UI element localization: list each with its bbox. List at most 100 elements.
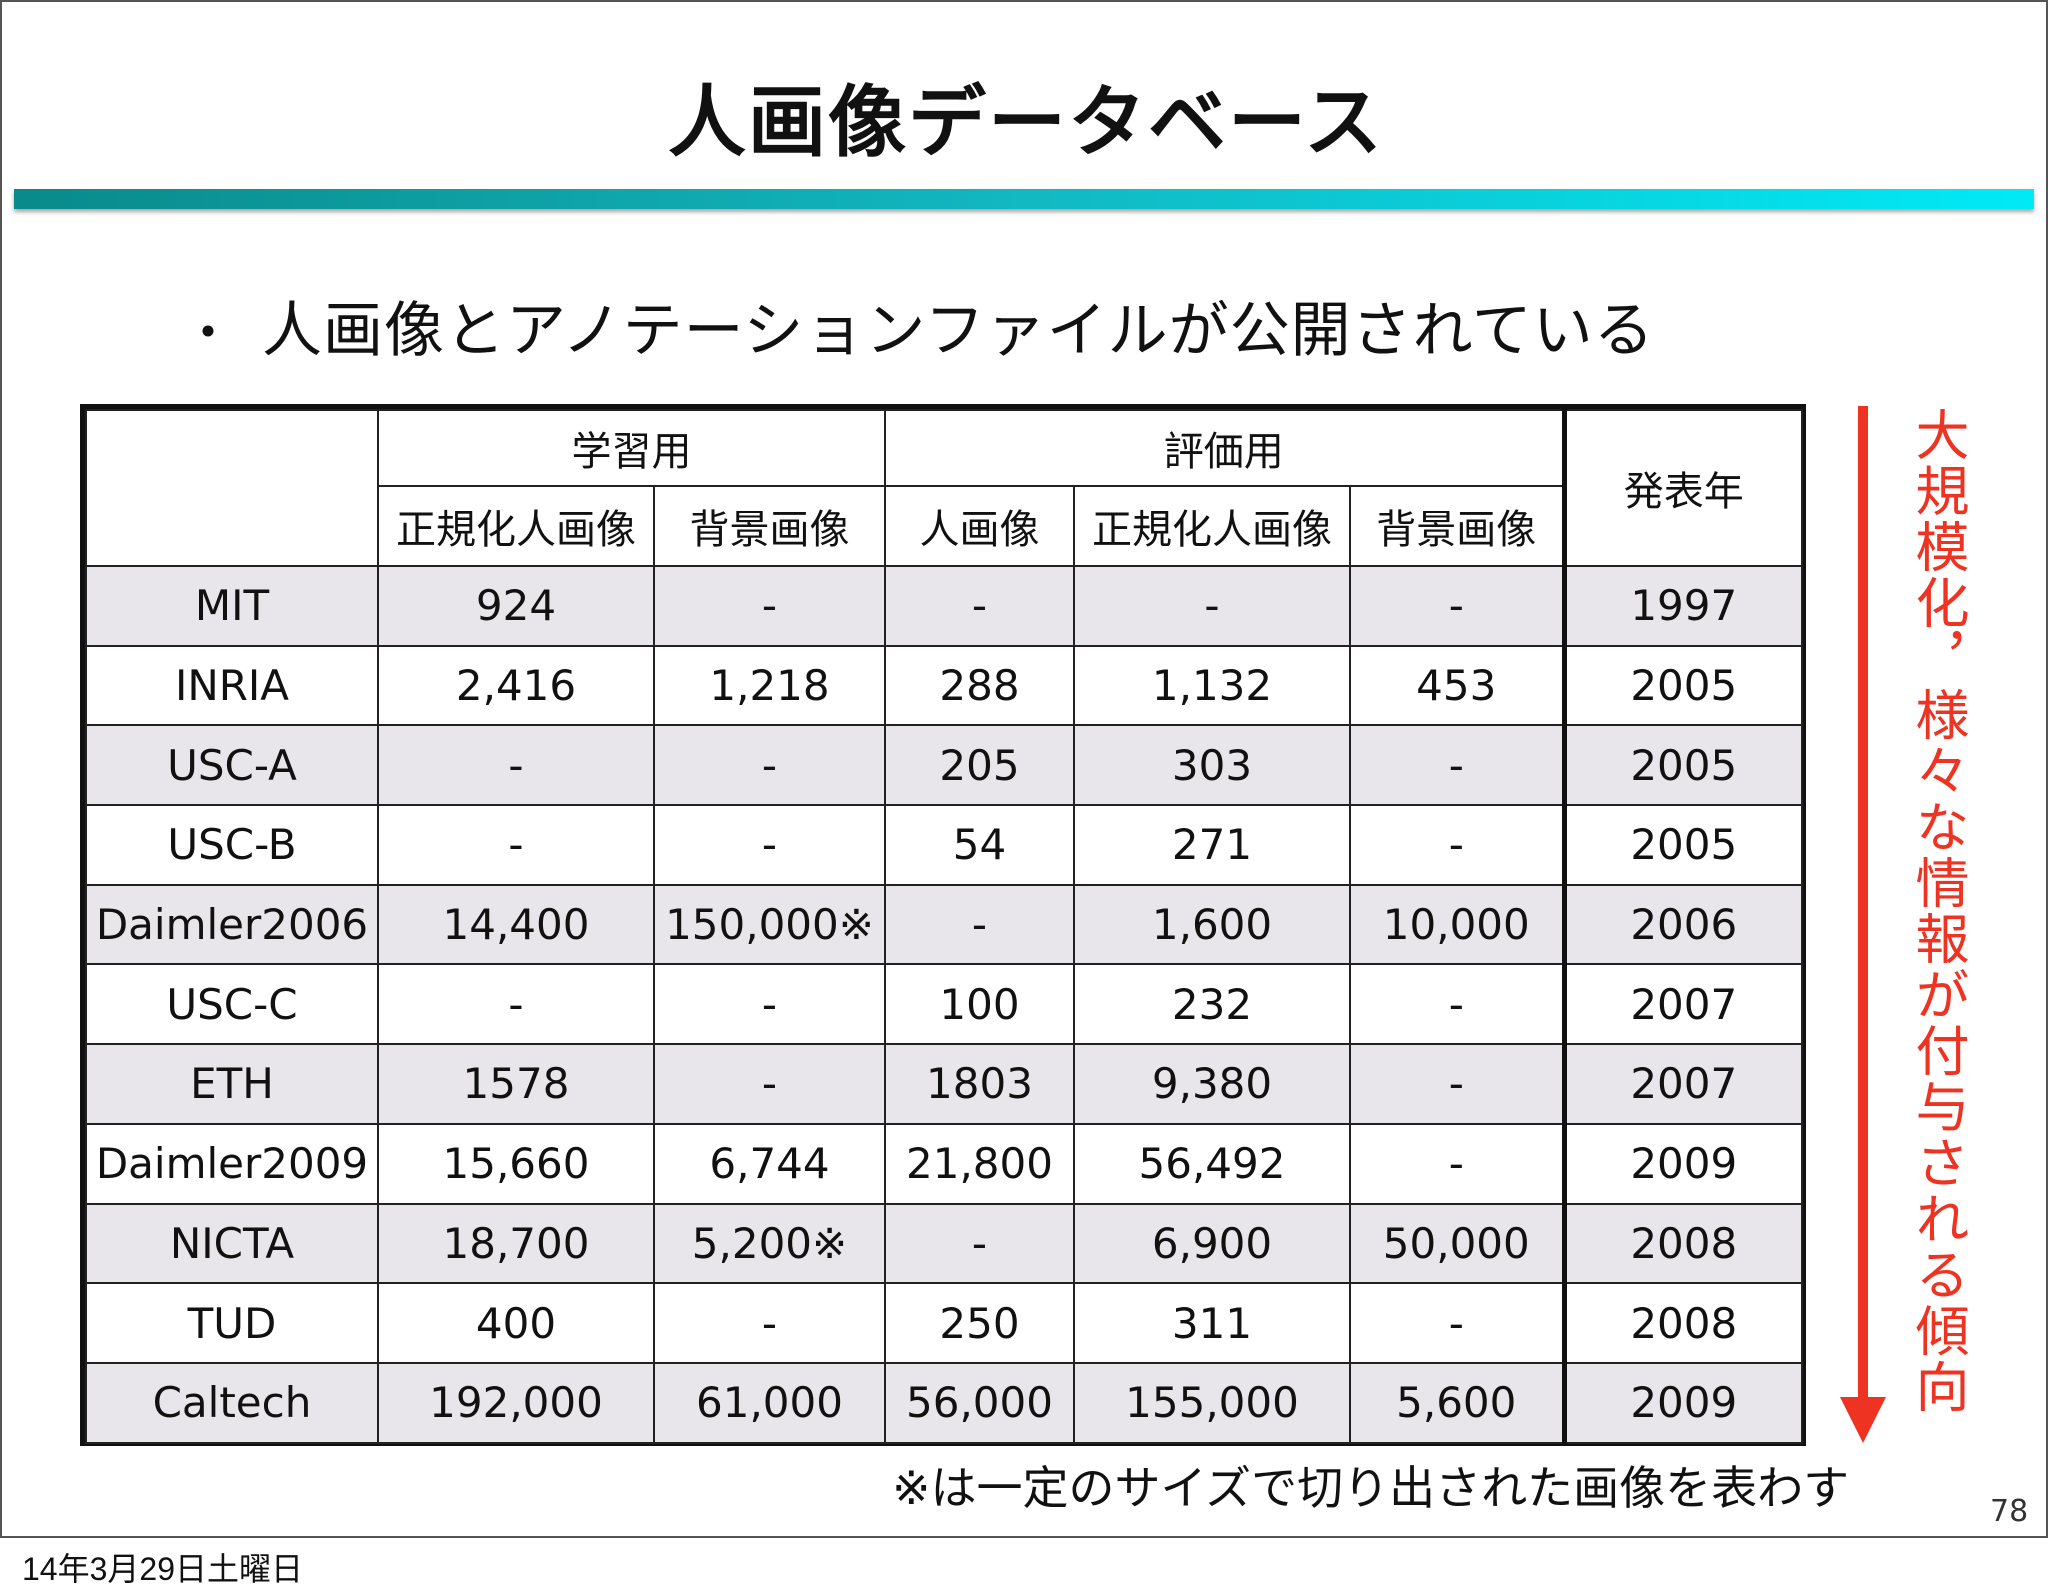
cell-train-normalized: - [377,963,655,1046]
cell-dataset: INRIA [85,644,379,727]
cell-eval-background: 453 [1348,644,1566,727]
cell-train-normalized: - [377,724,655,807]
cell-train-normalized: 924 [377,565,655,647]
slide-title: 人画像データベース [667,78,1385,168]
table-row: TUD 400 - 250 311 - 2008 [85,1282,1804,1364]
cell-eval-normalized: 1,132 [1073,644,1351,727]
cell-eval-background: 5,600 [1348,1361,1566,1444]
cell-eval-person: 288 [884,644,1075,727]
cell-train-background: 61,000 [653,1361,886,1444]
cell-train-background: - [653,1282,886,1364]
cell-eval-normalized: - [1073,565,1351,647]
footer-date: 14年3月29日土曜日 [22,1551,303,1587]
cell-eval-normalized: 6,900 [1073,1202,1351,1285]
bullet-marker: ・ [182,304,236,364]
table-row: USC-A - - 205 303 - 2005 [85,724,1804,807]
cell-year: 2009 [1561,1361,1804,1444]
cell-eval-person: 250 [884,1282,1075,1364]
header-train-normalized: 正規化人画像 [377,485,655,567]
cell-train-normalized: 1578 [377,1043,655,1125]
cell-eval-normalized: 311 [1073,1282,1351,1364]
bullet-text: 人画像とアノテーションファイルが公開されている [262,296,1655,366]
header-eval-background: 背景画像 [1348,485,1566,567]
cell-train-normalized: 2,416 [377,644,655,727]
cell-train-background: 1,218 [653,644,886,727]
cell-year: 2007 [1561,963,1804,1046]
cell-year: 2005 [1561,724,1804,807]
cell-train-normalized: - [377,804,655,886]
cell-eval-person: 1803 [884,1043,1075,1125]
cell-eval-person: 21,800 [884,1122,1075,1205]
cell-eval-normalized: 271 [1073,804,1351,886]
table-row: USC-C - - 100 232 - 2007 [85,963,1804,1046]
table-group-header-row: 学習用 評価用 発表年 [85,409,1804,567]
cell-dataset: ETH [85,1043,379,1125]
cell-eval-background: - [1348,963,1566,1046]
slide: 人画像データベース ・人画像とアノテーションファイルが公開されている 学習用 評… [0,0,2048,1538]
header-eval-person: 人画像 [884,485,1075,567]
cell-year: 2006 [1561,883,1804,966]
table-row: Caltech 192,000 61,000 56,000 155,000 5,… [85,1361,1804,1444]
title-underline-bar [14,189,2034,209]
table-row: Daimler2009 15,660 6,744 21,800 56,492 -… [85,1122,1804,1205]
cell-eval-person: - [884,565,1075,647]
cell-train-background: - [653,565,886,647]
cell-eval-background: - [1348,1043,1566,1125]
cell-train-normalized: 15,660 [377,1122,655,1205]
cell-year: 2007 [1561,1043,1804,1125]
cell-eval-person: - [884,1202,1075,1285]
header-train-background: 背景画像 [653,485,886,567]
down-arrow-icon [1840,1397,1886,1443]
cell-year: 2009 [1561,1122,1804,1205]
cell-train-background: - [653,1043,886,1125]
cell-year: 2005 [1561,644,1804,727]
header-train: 学習用 [377,409,886,487]
cell-eval-background: - [1348,1122,1566,1205]
page-number: 78 [1990,1494,2029,1529]
cell-train-background: - [653,804,886,886]
table-row: USC-B - - 54 271 - 2005 [85,804,1804,886]
cell-train-background: - [653,724,886,807]
cell-eval-normalized: 56,492 [1073,1122,1351,1205]
cell-eval-normalized: 155,000 [1073,1361,1351,1444]
header-eval-normalized: 正規化人画像 [1073,485,1351,567]
cell-eval-normalized: 1,600 [1073,883,1351,966]
cell-year: 2008 [1561,1202,1804,1285]
cell-year: 2008 [1561,1282,1804,1364]
footnote: ※は一定のサイズで切り出された画像を表わす [892,1461,1850,1515]
table-row: ETH 1578 - 1803 9,380 - 2007 [85,1043,1804,1125]
cell-eval-person: 56,000 [884,1361,1075,1444]
cell-train-normalized: 400 [377,1282,655,1364]
cell-train-normalized: 14,400 [377,883,655,966]
cell-train-background: - [653,963,886,1046]
table-row: INRIA 2,416 1,218 288 1,132 453 2005 [85,644,1804,727]
cell-eval-background: 10,000 [1348,883,1566,966]
cell-eval-person: 54 [884,804,1075,886]
cell-train-normalized: 18,700 [377,1202,655,1285]
cell-train-normalized: 192,000 [377,1361,655,1444]
cell-eval-background: - [1348,804,1566,886]
cell-dataset: NICTA [85,1202,379,1285]
cell-eval-person: 205 [884,724,1075,807]
cell-year: 2005 [1561,804,1804,886]
cell-eval-normalized: 232 [1073,963,1351,1046]
cell-train-background: 5,200※ [653,1202,886,1285]
cell-train-background: 6,744 [653,1122,886,1205]
cell-year: 1997 [1561,565,1804,647]
cell-eval-person: 100 [884,963,1075,1046]
table-row: Daimler2006 14,400 150,000※ - 1,600 10,0… [85,883,1804,966]
bullet-point: ・人画像とアノテーションファイルが公開されている [182,282,1655,369]
cell-eval-background: - [1348,1282,1566,1364]
trend-side-label: 大規模化，様々な情報が付与される傾向 [1906,407,1969,1415]
table-row: NICTA 18,700 5,200※ - 6,900 50,000 2008 [85,1202,1804,1285]
table-sub-header-row: 正規化人画像 背景画像 人画像 正規化人画像 背景画像 [86,485,1802,567]
cell-dataset: USC-B [85,804,379,886]
cell-eval-normalized: 9,380 [1073,1043,1351,1125]
cell-eval-person: - [884,883,1075,966]
cell-eval-background: - [1348,724,1566,807]
cell-dataset: USC-C [85,963,379,1046]
header-eval: 評価用 [883,409,1566,487]
cell-dataset: Daimler2009 [85,1122,379,1205]
cell-eval-background: 50,000 [1348,1202,1566,1285]
cell-eval-background: - [1348,565,1566,647]
